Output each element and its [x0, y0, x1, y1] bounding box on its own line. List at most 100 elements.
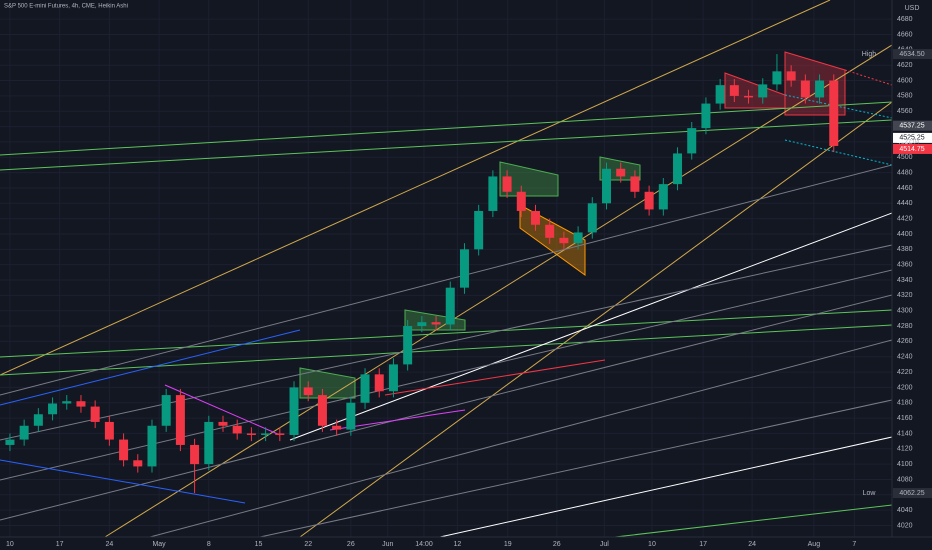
- trend-line: [149, 339, 893, 538]
- candle-body: [829, 80, 839, 146]
- trend-line: [0, 101, 893, 156]
- candle-body: [729, 85, 739, 96]
- candle-body: [33, 414, 43, 426]
- trend-line: [299, 101, 893, 538]
- candle-body: [261, 433, 271, 435]
- candle-body: [559, 237, 569, 244]
- y-tick-label: 4480: [897, 169, 913, 176]
- trend-line: [0, 309, 893, 358]
- x-tick-label: 24: [748, 541, 756, 548]
- candle-body: [246, 433, 256, 435]
- candle-body: [303, 387, 313, 396]
- trend-line: [0, 459, 246, 504]
- price-axis-unit: USD: [905, 5, 920, 12]
- candle-body: [19, 425, 29, 440]
- candle-body: [275, 433, 285, 435]
- price-label: 4525.25: [899, 135, 924, 142]
- candle-body: [545, 224, 555, 238]
- x-tick-label: 17: [56, 541, 64, 548]
- price-label: 4537.25: [899, 123, 924, 130]
- candle-body: [502, 176, 512, 192]
- y-tick-label: 4140: [897, 430, 913, 437]
- marker-tag: [893, 488, 932, 499]
- y-tick-label: 4160: [897, 415, 913, 422]
- y-tick-label: 4500: [897, 154, 913, 161]
- x-tick-label: 15: [255, 541, 263, 548]
- y-tick-label: 4300: [897, 308, 913, 315]
- candle-body: [644, 191, 654, 210]
- y-tick-label: 4040: [897, 507, 913, 514]
- candle-body: [76, 401, 86, 407]
- axis-labels: 4020404040604080410041204140416041804200…: [6, 16, 932, 548]
- candle-body: [474, 210, 484, 250]
- chart-title: S&P 500 E-mini Futures, 4h, CME, Heikin …: [4, 4, 128, 10]
- y-tick-label: 4580: [897, 93, 913, 100]
- candles: [5, 54, 839, 494]
- zone: [499, 161, 559, 197]
- x-tick-label: 10: [648, 541, 656, 548]
- y-tick-label: 4180: [897, 400, 913, 407]
- candle-body: [744, 95, 754, 98]
- candle-body: [48, 403, 58, 415]
- candle-body: [133, 460, 143, 467]
- candle-body: [289, 387, 299, 435]
- price-label: 4514.75: [899, 146, 924, 153]
- y-tick-label: 4600: [897, 77, 913, 84]
- candle-body: [815, 80, 825, 98]
- y-tick-label: 4420: [897, 215, 913, 222]
- candle-body: [459, 249, 469, 288]
- candle-body: [119, 439, 129, 461]
- candle-body: [602, 168, 612, 204]
- trend-line: [0, 324, 893, 376]
- drawings: [0, 0, 893, 538]
- marker-name: High: [862, 51, 877, 58]
- marker-label: 4634.50: [899, 51, 924, 58]
- trend-line: [0, 119, 893, 171]
- x-tick-label: 17: [699, 541, 707, 548]
- y-tick-label: 4100: [897, 461, 913, 468]
- trend-line: [614, 504, 893, 538]
- candle-body: [147, 425, 157, 467]
- candle-body: [62, 401, 72, 404]
- candle-body: [758, 84, 768, 98]
- x-tick-label: 26: [347, 541, 355, 548]
- candle-body: [90, 406, 100, 422]
- candle-body: [374, 374, 384, 392]
- x-tick-label: 26: [553, 541, 561, 548]
- y-tick-label: 4400: [897, 231, 913, 238]
- y-tick-label: 4660: [897, 31, 913, 38]
- x-tick-label: 12: [453, 541, 461, 548]
- candle-body: [388, 364, 398, 392]
- candle-body: [190, 444, 200, 465]
- y-tick-label: 4240: [897, 354, 913, 361]
- trend-line: [289, 212, 893, 441]
- y-tick-label: 4120: [897, 446, 913, 453]
- candle-body: [403, 326, 413, 365]
- y-tick-label: 4220: [897, 369, 913, 376]
- candle-body: [488, 176, 498, 211]
- trend-line: [439, 436, 893, 538]
- y-tick-label: 4380: [897, 246, 913, 253]
- x-tick-label: Aug: [808, 541, 821, 548]
- candle-body: [317, 395, 327, 426]
- y-tick-label: 4360: [897, 262, 913, 269]
- candle-body: [346, 402, 356, 430]
- candle-body: [630, 176, 640, 192]
- y-tick-label: 4460: [897, 185, 913, 192]
- x-tick-label: Jun: [382, 541, 393, 548]
- trend-line: [164, 384, 281, 436]
- trend-line: [0, 329, 301, 406]
- price-axis: [892, 0, 932, 550]
- y-tick-label: 4080: [897, 476, 913, 483]
- candle-body: [800, 80, 810, 98]
- candle-body: [218, 421, 228, 426]
- y-tick-label: 4560: [897, 108, 913, 115]
- trend-line: [259, 399, 893, 538]
- trend-line: [0, 164, 893, 396]
- projection: [844, 69, 893, 86]
- y-tick-label: 4680: [897, 16, 913, 23]
- countdown: 27:04: [904, 140, 920, 146]
- candle-body: [673, 153, 683, 185]
- x-tick-label: May: [152, 541, 166, 548]
